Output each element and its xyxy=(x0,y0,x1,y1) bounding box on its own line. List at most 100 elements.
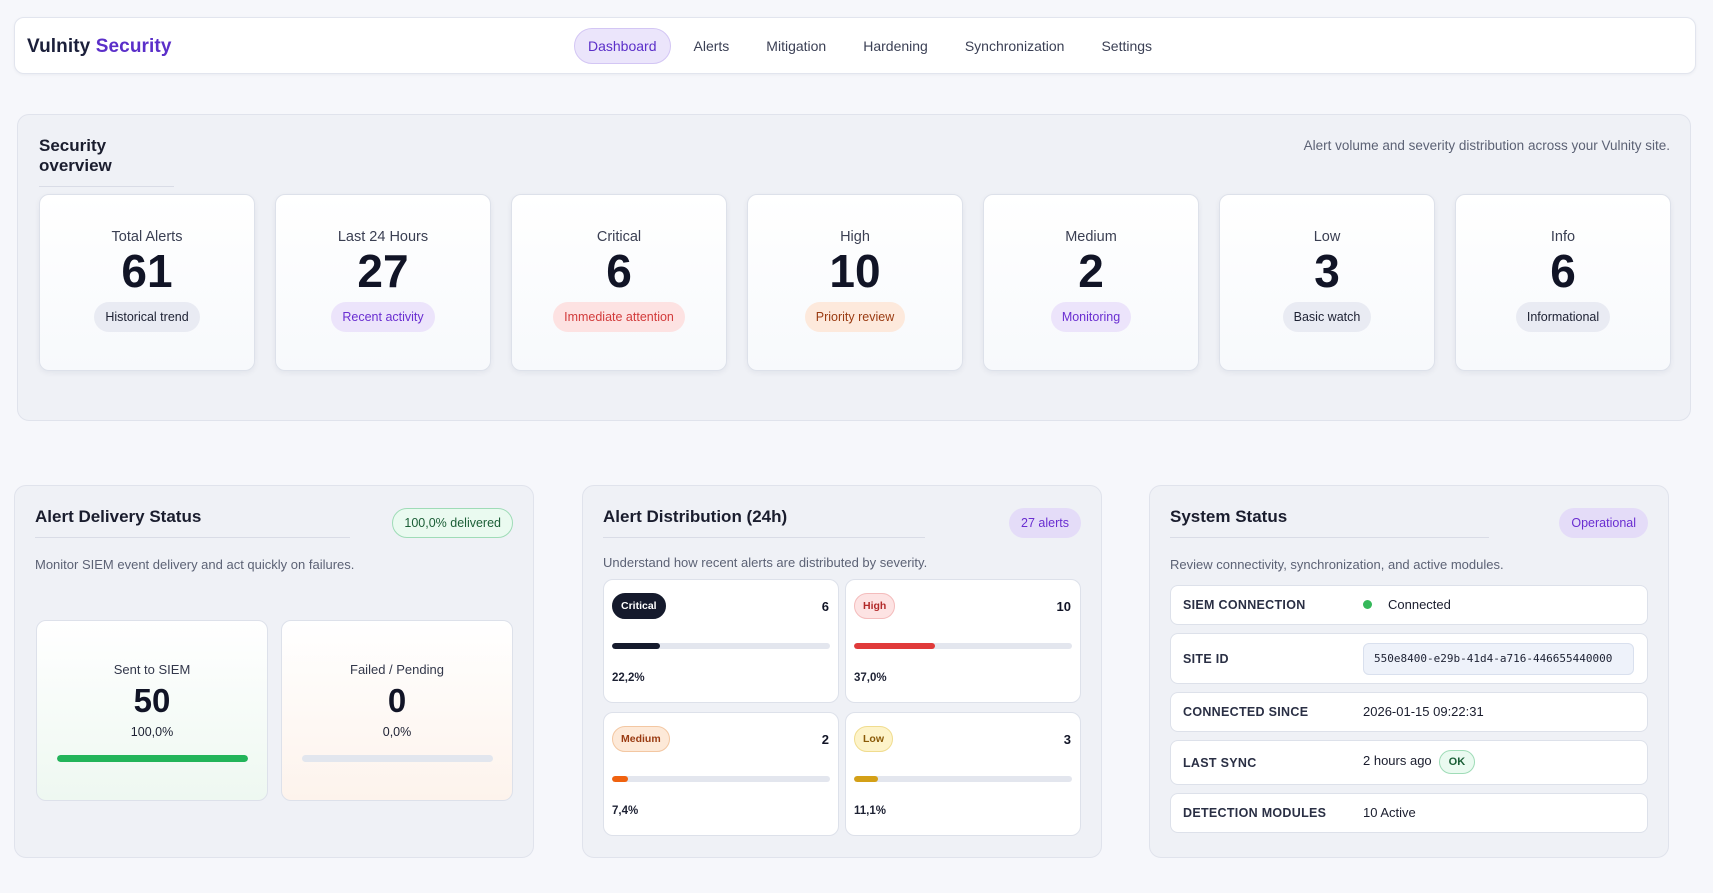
dist-count: 2 xyxy=(821,732,829,747)
stat-label: Total Alerts xyxy=(111,229,183,245)
stat-pill: Recent activity xyxy=(331,302,435,332)
system-description: Review connectivity, synchronization, an… xyxy=(1170,557,1504,572)
dist-card-low: Low 3 11,1% xyxy=(845,712,1081,836)
sync-ok-badge: OK xyxy=(1438,750,1476,774)
stat-pill: Informational xyxy=(1515,302,1611,332)
main-nav: Dashboard Alerts Mitigation Hardening Sy… xyxy=(574,28,1175,64)
overview-description: Alert volume and severity distribution a… xyxy=(1303,138,1670,153)
stat-pill: Basic watch xyxy=(1282,302,1372,332)
siem-connection-row: SIEM CONNECTION Connected xyxy=(1170,585,1648,625)
dist-count: 6 xyxy=(821,599,829,614)
brand-logo[interactable]: Vulnity Security xyxy=(27,36,172,58)
row-key: CONNECTED SINCE xyxy=(1183,705,1309,719)
alert-delivery-panel: Alert Delivery Status 100,0% delivered M… xyxy=(14,485,534,858)
stat-label: Info xyxy=(1550,229,1576,245)
stat-label: Low xyxy=(1313,229,1341,245)
stat-card-last-24-hours: Last 24 Hours 27 Recent activity xyxy=(275,194,491,371)
dist-count: 10 xyxy=(1056,599,1071,614)
stat-pill: Immediate attention xyxy=(553,302,685,332)
alert-distribution-panel: Alert Distribution (24h) 27 alerts Under… xyxy=(582,485,1102,858)
sent-label: Sent to SIEM xyxy=(113,662,191,677)
dist-progress-fill xyxy=(854,776,879,782)
dist-progress-fill xyxy=(612,643,661,649)
stat-card-total-alerts: Total Alerts 61 Historical trend xyxy=(39,194,255,371)
stat-value: 61 xyxy=(121,245,173,297)
dist-progress-bar xyxy=(854,776,1072,782)
nav-mitigation[interactable]: Mitigation xyxy=(766,38,827,54)
connected-since-row: CONNECTED SINCE 2026-01-15 09:22:31 xyxy=(1170,692,1648,732)
security-overview-panel: Security overview Alert volume and sever… xyxy=(17,114,1691,421)
delivery-description: Monitor SIEM event delivery and act quic… xyxy=(35,557,355,572)
stat-value: 2 xyxy=(1078,245,1104,297)
delivered-badge: 100,0% delivered xyxy=(392,508,513,538)
stat-value: 6 xyxy=(606,245,632,297)
nav-alerts[interactable]: Alerts xyxy=(693,38,730,54)
stat-card-critical: Critical 6 Immediate attention xyxy=(511,194,727,371)
dist-progress-bar xyxy=(612,776,830,782)
connected-since-value: 2026-01-15 09:22:31 xyxy=(1363,704,1484,719)
sent-percent: 100,0% xyxy=(130,725,174,739)
stat-card-low: Low 3 Basic watch xyxy=(1219,194,1435,371)
nav-hardening[interactable]: Hardening xyxy=(863,38,928,54)
site-id-row: SITE ID 550e8400-e29b-41d4-a716-44665544… xyxy=(1170,633,1648,684)
dist-percent: 11,1% xyxy=(854,805,886,817)
severity-badge-high: High xyxy=(854,593,896,619)
nav-dashboard[interactable]: Dashboard xyxy=(574,28,671,64)
stat-value: 3 xyxy=(1314,245,1340,297)
stat-label: Critical xyxy=(596,229,642,245)
stat-card-info: Info 6 Informational xyxy=(1455,194,1671,371)
severity-badge-critical: Critical xyxy=(612,593,666,619)
row-key: SIEM CONNECTION xyxy=(1183,598,1306,612)
last-sync-row: LAST SYNC 2 hours ago OK xyxy=(1170,740,1648,785)
row-key: LAST SYNC xyxy=(1183,756,1257,770)
failed-label: Failed / Pending xyxy=(350,662,444,677)
stat-value: 10 xyxy=(829,245,881,297)
stat-card-medium: Medium 2 Monitoring xyxy=(983,194,1199,371)
nav-synchronization[interactable]: Synchronization xyxy=(964,38,1065,54)
sent-progress-fill xyxy=(57,755,248,762)
dist-percent: 22,2% xyxy=(612,672,645,684)
dist-percent: 37,0% xyxy=(854,672,887,684)
site-id-value[interactable]: 550e8400-e29b-41d4-a716-446655440000 xyxy=(1363,643,1634,675)
distribution-description: Understand how recent alerts are distrib… xyxy=(603,555,928,570)
stat-pill: Monitoring xyxy=(1050,302,1132,332)
brand-name: Vulnity xyxy=(27,36,91,57)
sent-progress-bar xyxy=(57,755,248,762)
brand-suffix: Security xyxy=(95,36,172,57)
stat-value: 6 xyxy=(1550,245,1576,297)
failed-progress-bar xyxy=(302,755,493,762)
stat-label: Medium xyxy=(1065,229,1117,245)
row-value: 2 hours ago OK xyxy=(1363,750,1476,774)
failed-value: 0 xyxy=(387,682,407,719)
stat-value: 27 xyxy=(357,245,409,297)
delivery-title: Alert Delivery Status xyxy=(35,507,350,538)
dist-card-high: High 10 37,0% xyxy=(845,579,1081,703)
dist-progress-bar xyxy=(612,643,830,649)
last-sync-value: 2 hours ago xyxy=(1363,753,1432,768)
connection-status: Connected xyxy=(1388,597,1451,612)
dist-progress-bar xyxy=(854,643,1072,649)
distribution-title: Alert Distribution (24h) xyxy=(603,507,925,538)
detection-modules-value: 10 Active xyxy=(1363,805,1416,820)
top-navbar: Vulnity Security Dashboard Alerts Mitiga… xyxy=(14,17,1696,74)
failed-pending-card: Failed / Pending 0 0,0% xyxy=(281,620,513,801)
row-value: Connected xyxy=(1363,597,1451,612)
failed-percent: 0,0% xyxy=(382,725,412,739)
operational-badge: Operational xyxy=(1559,508,1648,538)
dist-card-critical: Critical 6 22,2% xyxy=(603,579,839,703)
stat-pill: Historical trend xyxy=(94,302,200,332)
dist-progress-fill xyxy=(612,776,629,782)
stat-pill: Priority review xyxy=(804,302,906,332)
stat-card-high: High 10 Priority review xyxy=(747,194,963,371)
stat-label: Last 24 Hours xyxy=(337,229,429,245)
nav-settings[interactable]: Settings xyxy=(1101,38,1153,54)
alerts-count-badge: 27 alerts xyxy=(1009,508,1081,538)
status-dot-icon xyxy=(1363,600,1372,609)
system-status-panel: System Status Operational Review connect… xyxy=(1149,485,1669,858)
dist-percent: 7,4% xyxy=(612,805,639,817)
detection-modules-row: DETECTION MODULES 10 Active xyxy=(1170,793,1648,833)
dist-card-medium: Medium 2 7,4% xyxy=(603,712,839,836)
overview-title: Security overview xyxy=(39,136,174,187)
dist-count: 3 xyxy=(1063,732,1071,747)
dist-progress-fill xyxy=(854,643,935,649)
